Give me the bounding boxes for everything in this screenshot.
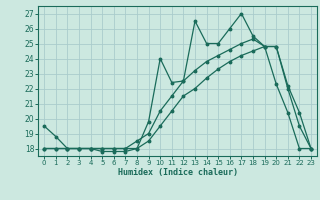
X-axis label: Humidex (Indice chaleur): Humidex (Indice chaleur): [118, 168, 238, 177]
